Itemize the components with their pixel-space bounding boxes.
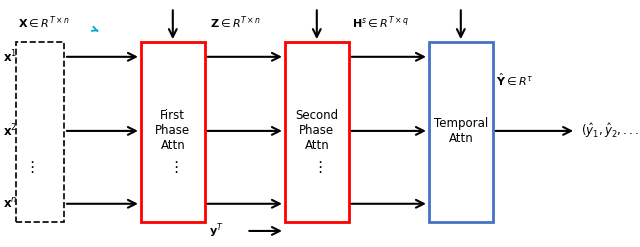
Text: $\mathbf{x}^2$: $\mathbf{x}^2$ — [3, 123, 17, 139]
Text: $\mathbf{X} \in R^{T\times n}$: $\mathbf{X} \in R^{T\times n}$ — [18, 14, 70, 31]
Text: $\vdots$: $\vdots$ — [312, 159, 322, 175]
FancyBboxPatch shape — [429, 42, 493, 222]
Text: $\mathbf{y}^T$: $\mathbf{y}^T$ — [209, 222, 224, 240]
Text: Temporal
Attn: Temporal Attn — [434, 117, 488, 145]
Text: $\vdots$: $\vdots$ — [168, 159, 178, 175]
Text: $\mathbf{x}^1$: $\mathbf{x}^1$ — [3, 48, 17, 65]
Text: $\hat{\mathbf{Y}} \in R^{\tau}$: $\hat{\mathbf{Y}} \in R^{\tau}$ — [496, 71, 533, 88]
FancyBboxPatch shape — [285, 42, 349, 222]
Text: $\vdots$: $\vdots$ — [24, 159, 35, 175]
FancyBboxPatch shape — [141, 42, 205, 222]
Text: $\boldsymbol{h}^{o}_{t-1}$: $\boldsymbol{h}^{o}_{t-1}$ — [447, 0, 475, 3]
Text: $(\hat{y}_1, \hat{y}_2, ..., \hat{y}_{\tau})$: $(\hat{y}_1, \hat{y}_2, ..., \hat{y}_{\t… — [581, 122, 640, 140]
Text: $\boldsymbol{h}^{s}_{t-1}$: $\boldsymbol{h}^{s}_{t-1}$ — [303, 0, 331, 3]
Text: $\mathbf{H}^s \in R^{T\times q}$: $\mathbf{H}^s \in R^{T\times q}$ — [352, 14, 409, 31]
Text: First
Phase
Attn: First Phase Attn — [156, 109, 190, 152]
Text: Second
Phase
Attn: Second Phase Attn — [295, 109, 339, 152]
Text: $\mathbf{Z} \in R^{T\times n}$: $\mathbf{Z} \in R^{T\times n}$ — [210, 14, 261, 31]
Text: $\mathbf{x}^n$: $\mathbf{x}^n$ — [3, 197, 17, 211]
Text: $\boldsymbol{h}^{f}_{t-1}$: $\boldsymbol{h}^{f}_{t-1}$ — [159, 0, 187, 3]
FancyBboxPatch shape — [16, 42, 64, 222]
